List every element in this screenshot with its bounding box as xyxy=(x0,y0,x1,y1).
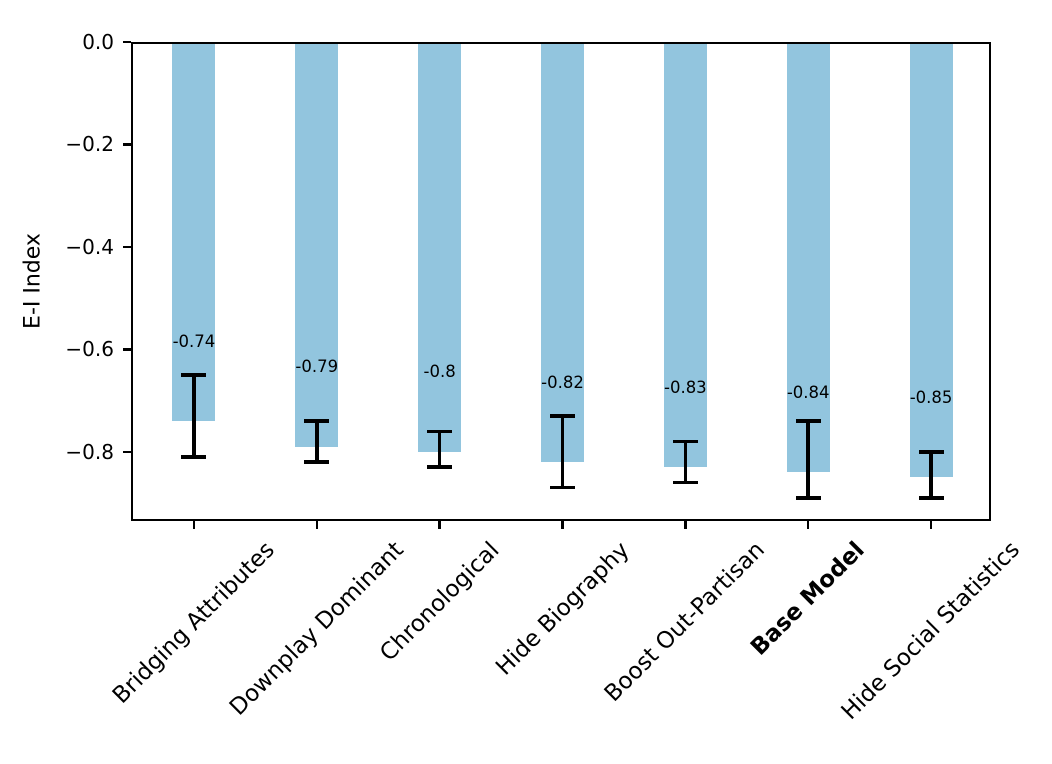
x-tick xyxy=(438,521,441,529)
bar xyxy=(418,44,462,452)
error-bar-cap-top xyxy=(795,419,821,423)
x-tick xyxy=(929,521,933,529)
y-tick-label: −0.8 xyxy=(65,439,114,464)
y-tick xyxy=(123,143,131,146)
error-bar-cap-top xyxy=(304,419,330,423)
y-tick-label: −0.2 xyxy=(65,132,114,157)
bar-value-label: -0.85 xyxy=(909,387,953,407)
error-bar-cap-top xyxy=(550,414,575,418)
x-tick-label: Hide Social Statistics xyxy=(836,536,1026,726)
y-tick xyxy=(123,348,131,351)
x-tick xyxy=(192,521,196,529)
y-tick-label: −0.6 xyxy=(65,337,114,362)
error-bar-cap-bottom xyxy=(427,465,453,469)
bar xyxy=(786,44,830,473)
bar xyxy=(663,44,707,468)
bar xyxy=(541,44,584,463)
bar-value-label: -0.82 xyxy=(541,372,584,392)
bar-value-label: -0.84 xyxy=(786,382,830,402)
error-bar-cap-bottom xyxy=(918,496,944,500)
y-tick xyxy=(123,40,131,44)
bar xyxy=(909,44,953,478)
x-tick xyxy=(315,521,319,529)
error-bar-cap-bottom xyxy=(304,460,330,464)
error-bar-cap-bottom xyxy=(550,485,575,490)
error-bar-cap-top xyxy=(427,429,453,434)
error-bar-line xyxy=(192,374,196,457)
error-bar-cap-top xyxy=(181,373,207,377)
error-bar-line xyxy=(683,441,688,483)
y-tick-label: −0.4 xyxy=(65,234,114,259)
x-tick xyxy=(684,521,687,529)
x-tick xyxy=(806,521,810,529)
error-bar-cap-top xyxy=(918,450,944,454)
x-tick xyxy=(561,521,564,529)
error-bar-line xyxy=(437,431,442,468)
error-bar-cap-bottom xyxy=(181,455,207,459)
bar-value-label: -0.74 xyxy=(172,331,216,351)
bar xyxy=(295,44,339,447)
bar-value-label: -0.83 xyxy=(663,377,707,397)
error-bar-cap-top xyxy=(672,439,698,444)
plot-area xyxy=(131,42,991,521)
error-bar-cap-bottom xyxy=(795,496,821,500)
x-tick-label: Hide Biography xyxy=(490,536,635,681)
y-tick xyxy=(123,450,131,454)
y-tick xyxy=(123,245,131,249)
error-bar-cap-bottom xyxy=(672,480,698,485)
bar-value-label: -0.8 xyxy=(423,362,456,382)
error-bar-line xyxy=(560,415,565,488)
error-bar-line xyxy=(315,421,319,463)
error-bar-line xyxy=(929,451,933,498)
bar xyxy=(172,44,216,422)
bar-value-label: -0.79 xyxy=(295,357,339,377)
error-bar-line xyxy=(806,421,810,498)
y-tick-label: 0.0 xyxy=(82,30,114,54)
